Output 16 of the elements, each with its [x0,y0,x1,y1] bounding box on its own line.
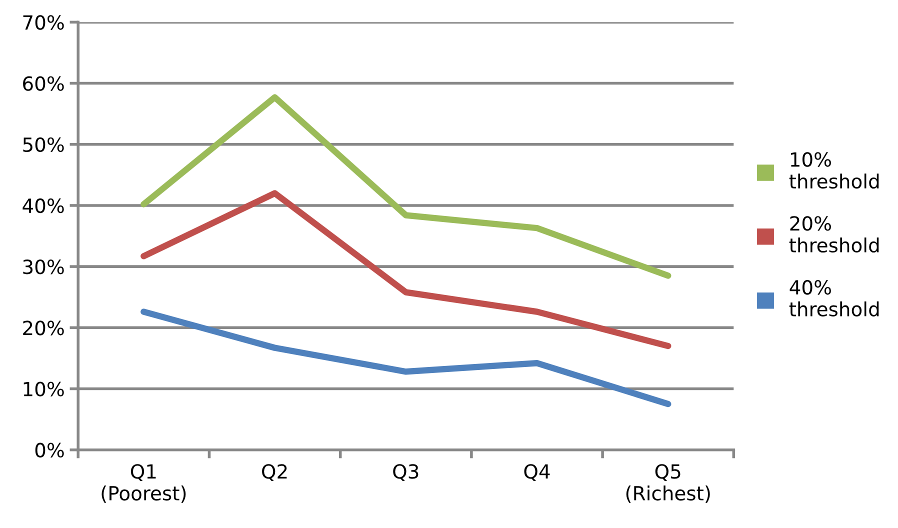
y-tick-label: 0% [35,442,64,458]
y-tick-label: 10% [24,382,64,396]
x-tick-label: Q2 [262,464,287,482]
y-tick-label: 70% [23,15,64,30]
y-tick-label: 50% [23,137,64,152]
x-tick-label: Q3 [393,464,418,482]
x-tick-label: Q1 (Poorest) [102,464,186,503]
legend-label: 40% threshold [789,280,879,316]
y-tick-label: 20% [23,320,64,336]
legend-label: 10% threshold [789,152,879,189]
x-tick-label: Q5 (Richest) [626,464,710,503]
y-tick-label: 60% [23,76,64,91]
legend-label: 20% threshold [789,216,879,253]
y-tick-label: 40% [22,198,64,214]
x-tick-label: Q4 [524,464,550,482]
y-tick-label: 30% [23,260,64,274]
